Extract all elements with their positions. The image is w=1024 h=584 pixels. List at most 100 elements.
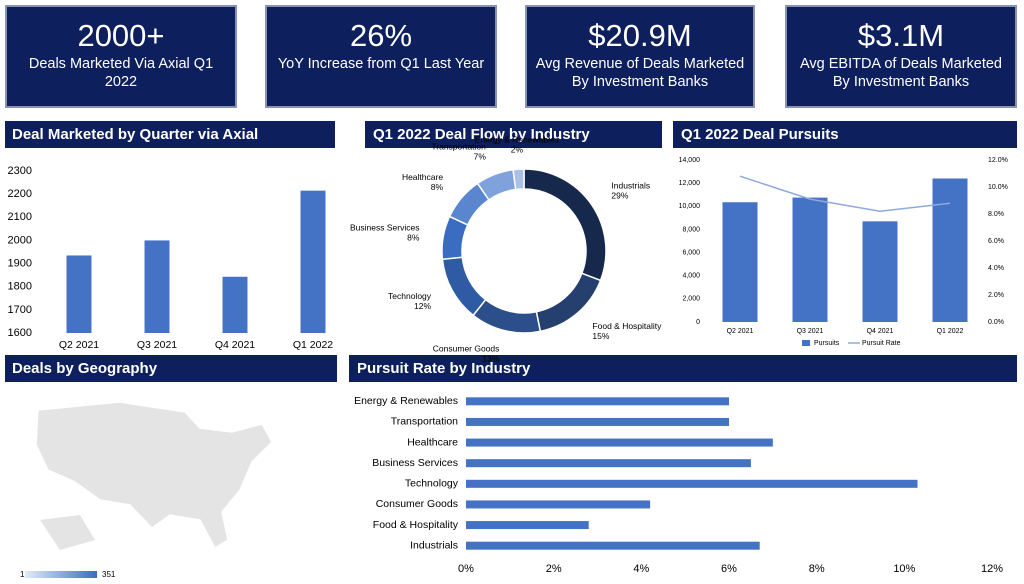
kpi-card: 2000+ Deals Marketed Via Axial Q1 2022 xyxy=(5,5,237,108)
slice-value: 15% xyxy=(592,331,609,341)
header-bar xyxy=(5,121,335,148)
kpi-label: Avg EBITDA of Deals Marketed By Investme… xyxy=(799,56,1003,90)
y-tick-label: 2200 xyxy=(8,188,32,200)
alaska xyxy=(40,515,95,550)
chart-title: Q1 2022 Deal Pursuits xyxy=(681,126,839,143)
y-tick-label: 2300 xyxy=(8,165,32,177)
slice-value: 13% xyxy=(482,353,499,363)
chart-title: Q1 2022 Deal Flow by Industry xyxy=(373,126,590,143)
y-tick-label: 1900 xyxy=(8,257,32,269)
x-tick-label: Q4 2021 xyxy=(215,339,255,351)
y-tick-label: 1800 xyxy=(8,281,32,293)
y-tick-label: 10,000 xyxy=(679,203,701,210)
bar xyxy=(144,240,170,333)
y-tick-label: Consumer Goods xyxy=(376,498,458,510)
bar xyxy=(222,276,248,333)
slice-value: 12% xyxy=(414,301,431,311)
x-tick-label: 0% xyxy=(458,563,474,575)
y-tick-label: 2000 xyxy=(8,234,32,246)
header-bar xyxy=(673,121,1017,148)
slice-label: Food & Hospitality xyxy=(592,321,662,331)
scale-max: 351 xyxy=(102,570,116,579)
x-tick-label: 2% xyxy=(546,563,562,575)
bar xyxy=(932,178,968,322)
bar xyxy=(862,221,898,322)
y2-tick-label: 4.0% xyxy=(988,265,1004,272)
x-tick-label: Q2 2021 xyxy=(727,328,754,335)
bar xyxy=(466,417,729,426)
line xyxy=(739,175,951,213)
bar xyxy=(466,479,918,488)
header-bar xyxy=(349,355,1017,382)
x-tick-label: 8% xyxy=(809,563,825,575)
kpi-card: 26% YoY Increase from Q1 Last Year xyxy=(265,5,497,108)
y-tick-label: 2,000 xyxy=(682,296,700,303)
slice-value: 2% xyxy=(511,144,524,154)
chart-title: Pursuit Rate by Industry xyxy=(357,360,531,377)
bar xyxy=(300,190,326,333)
y-tick-label: 12,000 xyxy=(679,180,701,187)
y-tick-label: Industrials xyxy=(410,539,458,551)
y-tick-label: 8,000 xyxy=(682,226,700,233)
y-tick-label: 1700 xyxy=(8,304,32,316)
slice-value: 29% xyxy=(611,190,628,200)
bar xyxy=(466,459,751,468)
y-tick-label: Technology xyxy=(405,478,459,490)
bar xyxy=(466,500,651,509)
slice-label: Industrials xyxy=(611,180,650,190)
x-tick-label: 12% xyxy=(981,563,1003,575)
kpi-value: 2000+ xyxy=(77,18,165,53)
slice-label: Energy & Renewables xyxy=(475,134,559,144)
chart-title: Deals by Geography xyxy=(12,360,158,377)
y2-tick-label: 2.0% xyxy=(988,292,1004,299)
y-tick-label: 0 xyxy=(696,319,700,326)
y2-tick-label: 0.0% xyxy=(988,319,1004,326)
donut-slice xyxy=(523,168,607,282)
y2-tick-label: 6.0% xyxy=(988,238,1004,245)
bar xyxy=(466,397,729,406)
x-tick-label: 6% xyxy=(721,563,737,575)
y-tick-label: Transportation xyxy=(391,416,458,428)
kpi-value: $3.1M xyxy=(857,18,945,53)
kpi-label: YoY Increase from Q1 Last Year xyxy=(277,56,485,72)
header-bar xyxy=(365,121,662,148)
x-tick-label: Q1 2022 xyxy=(937,328,964,335)
slice-label: Business Services xyxy=(350,223,419,233)
y-tick-label: Healthcare xyxy=(407,436,458,448)
x-tick-label: Q2 2021 xyxy=(59,339,99,351)
legend-label: Pursuit Rate xyxy=(862,340,901,347)
x-tick-label: Q3 2021 xyxy=(137,339,177,351)
slice-value: 8% xyxy=(407,233,420,243)
legend-label: Pursuits xyxy=(814,340,840,347)
slice-label: Healthcare xyxy=(402,172,443,182)
y-tick-label: 2100 xyxy=(8,211,32,223)
kpi-card: $3.1M Avg EBITDA of Deals Marketed By Inv… xyxy=(785,5,1017,108)
bar xyxy=(466,541,760,550)
x-tick-label: Q3 2021 xyxy=(797,328,824,335)
color-scale xyxy=(25,571,97,578)
y-tick-label: 1600 xyxy=(8,327,32,339)
y2-tick-label: 8.0% xyxy=(988,211,1004,218)
donut-slice xyxy=(535,272,602,333)
slice-value: 8% xyxy=(431,182,444,192)
bar xyxy=(66,255,92,333)
y2-tick-label: 10.0% xyxy=(988,184,1008,191)
bar xyxy=(792,197,828,322)
bar xyxy=(466,438,773,447)
y-tick-label: Energy & Renewables xyxy=(354,395,458,407)
y-tick-label: 4,000 xyxy=(682,273,700,280)
donut-slice xyxy=(512,168,525,191)
donut-slice xyxy=(441,256,487,317)
donut-slice xyxy=(472,298,542,334)
kpi-value: $20.9M xyxy=(588,18,692,53)
y-tick-label: 6,000 xyxy=(682,249,700,256)
y-tick-label: 14,000 xyxy=(679,157,701,164)
chart-title: Deal Marketed by Quarter via Axial xyxy=(12,126,258,143)
x-tick-label: 4% xyxy=(633,563,649,575)
kpi-card: $20.9M Avg Revenue of Deals Marketed By I… xyxy=(525,5,755,108)
legend-swatch xyxy=(802,340,810,346)
x-tick-label: 10% xyxy=(893,563,915,575)
header-bar xyxy=(5,355,337,382)
